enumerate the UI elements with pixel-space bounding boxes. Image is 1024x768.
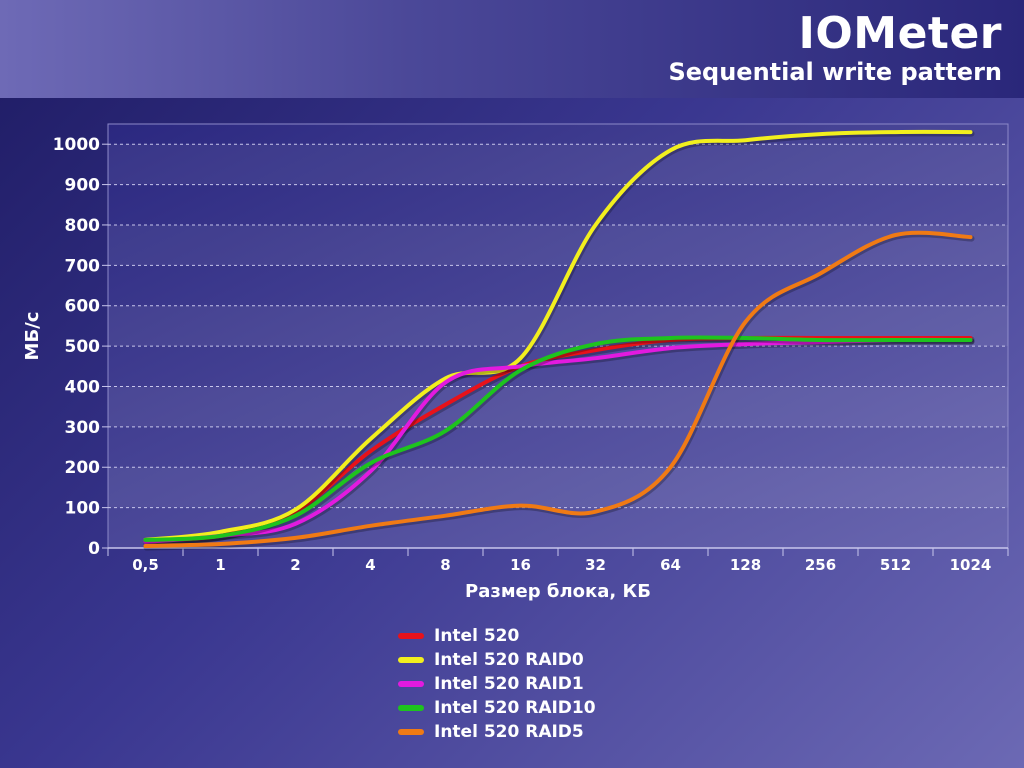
x-tick-label: 1 bbox=[215, 556, 225, 574]
y-tick-label: 700 bbox=[65, 256, 101, 276]
legend-label: Intel 520 RAID10 bbox=[434, 698, 596, 718]
x-tick-label: 4 bbox=[365, 556, 375, 574]
y-tick-label: 400 bbox=[65, 377, 101, 397]
legend-item: Intel 520 RAID0 bbox=[398, 648, 596, 672]
y-tick-label: 900 bbox=[65, 176, 101, 196]
legend-item: Intel 520 RAID10 bbox=[398, 696, 596, 720]
legend-item: Intel 520 bbox=[398, 624, 596, 648]
x-tick-label: 32 bbox=[585, 556, 606, 574]
legend-item: Intel 520 RAID5 bbox=[398, 720, 596, 744]
x-tick-label: 512 bbox=[880, 556, 911, 574]
legend-label: Intel 520 RAID5 bbox=[434, 722, 584, 742]
legend-swatch bbox=[398, 657, 424, 663]
x-axis-ticks: 0,5 1 2 4 8 16 32 64 128 256 512 1024 bbox=[107, 547, 1009, 574]
x-tick-label: 8 bbox=[440, 556, 450, 574]
grid-band bbox=[108, 224, 1008, 266]
x-tick-label: 2 bbox=[290, 556, 300, 574]
series-line-intel-520-raid1 bbox=[143, 337, 973, 544]
series-line-intel-520-raid10 bbox=[143, 335, 973, 542]
y-axis-ticks: 0 100 200 300 400 500 600 700 800 900 1000 bbox=[53, 135, 108, 559]
title-band bbox=[0, 0, 1024, 98]
grid-bands bbox=[108, 144, 1008, 508]
y-axis-label: МБ/с bbox=[22, 312, 43, 361]
y-tick-label: 200 bbox=[65, 458, 101, 478]
legend: Intel 520 Intel 520 RAID0 Intel 520 RAID1 I… bbox=[398, 624, 596, 744]
grid-lines bbox=[108, 143, 1008, 509]
legend-swatch bbox=[398, 633, 424, 639]
y-tick-label: 500 bbox=[65, 337, 101, 357]
x-tick-label: 64 bbox=[660, 556, 681, 574]
x-tick-label: 16 bbox=[510, 556, 531, 574]
legend-swatch bbox=[398, 705, 424, 711]
x-tick-label: 128 bbox=[730, 556, 761, 574]
legend-label: Intel 520 RAID1 bbox=[434, 674, 584, 694]
grid-band bbox=[108, 386, 1008, 427]
legend-swatch bbox=[398, 729, 424, 735]
chart-subtitle: Sequential write pattern bbox=[668, 58, 1002, 86]
series-line-intel-520-raid0 bbox=[143, 129, 973, 542]
y-tick-label: 1000 bbox=[53, 135, 100, 155]
grid-band bbox=[108, 144, 1008, 185]
legend-swatch bbox=[398, 681, 424, 687]
y-tick-label: 100 bbox=[65, 499, 101, 519]
x-tick-label: 1024 bbox=[950, 556, 992, 574]
x-tick-label: 0,5 bbox=[132, 556, 159, 574]
grid-band bbox=[108, 467, 1008, 508]
legend-item: Intel 520 RAID1 bbox=[398, 672, 596, 696]
series-line-intel-520-raid5 bbox=[143, 230, 973, 548]
legend-label: Intel 520 RAID0 bbox=[434, 650, 584, 670]
y-tick-label: 0 bbox=[88, 539, 100, 559]
y-tick-label: 800 bbox=[65, 216, 101, 236]
chart-title: IOMeter bbox=[798, 8, 1002, 59]
y-tick-label: 300 bbox=[65, 418, 101, 438]
x-axis-label: Размер блока, КБ bbox=[465, 581, 651, 602]
x-tick-label: 256 bbox=[805, 556, 836, 574]
y-tick-label: 600 bbox=[65, 297, 101, 317]
series-lines bbox=[143, 129, 975, 551]
legend-label: Intel 520 bbox=[434, 626, 520, 646]
